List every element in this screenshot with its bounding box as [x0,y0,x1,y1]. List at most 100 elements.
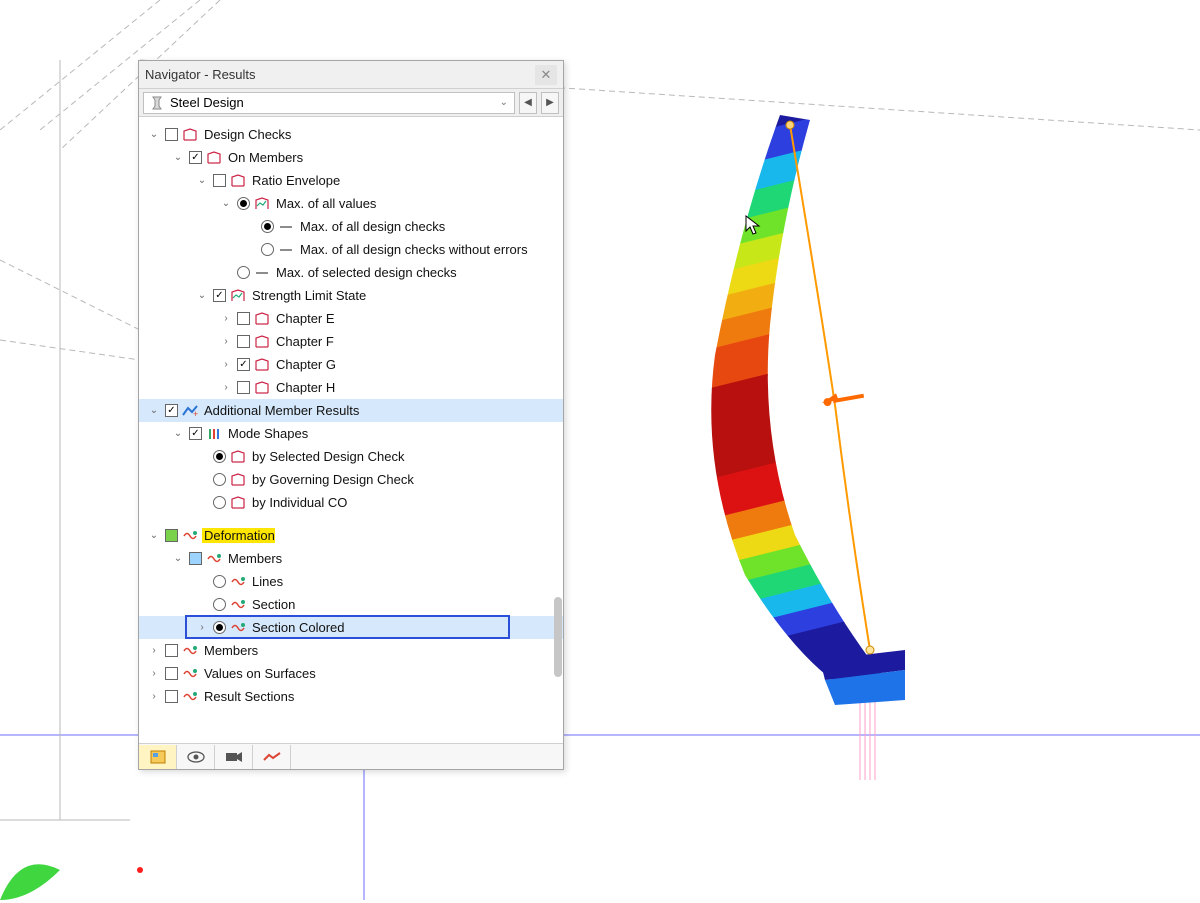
tree-row[interactable]: ⌄Mode Shapes [139,422,563,445]
radio[interactable] [213,598,226,611]
nav-prev[interactable]: ◀ [519,92,537,114]
row-label: Deformation [202,528,275,543]
row-label: Members [202,643,258,658]
checkbox[interactable] [237,381,250,394]
row-icon [206,151,222,165]
expand-chevron[interactable]: ⌄ [195,175,209,186]
row-label: Chapter F [274,334,334,349]
tree-row[interactable]: ⌄ Members [139,547,563,570]
tree-row[interactable]: ⌄On Members [139,146,563,169]
tab-view[interactable] [177,745,215,769]
expand-chevron[interactable]: ⌄ [219,198,233,209]
expand-chevron[interactable]: ⌄ [195,290,209,301]
expand-chevron[interactable]: ⌄ [147,405,161,416]
checkbox[interactable] [189,552,202,565]
tab-results[interactable] [253,745,291,769]
checkbox[interactable] [237,335,250,348]
expand-chevron[interactable]: ⌄ [171,428,185,439]
tree-view[interactable]: ⌄Design Checks⌄On Members⌄Ratio Envelope… [139,117,563,743]
tree-row[interactable]: ⌄Design Checks [139,123,563,146]
tree-row[interactable]: ⌄Strength Limit State [139,284,563,307]
radio[interactable] [261,243,274,256]
tree-row[interactable]: ›Chapter G [139,353,563,376]
expand-chevron[interactable]: › [219,336,233,347]
row-label: Members [226,551,282,566]
tree-row[interactable]: by Individual CO [139,491,563,514]
row-icon [182,529,198,543]
panel-titlebar[interactable]: Navigator - Results ✕ [139,61,563,89]
expand-chevron[interactable]: › [219,313,233,324]
expand-chevron[interactable]: › [195,622,209,633]
checkbox[interactable] [189,151,202,164]
row-label: by Individual CO [250,495,347,510]
checkbox[interactable] [213,289,226,302]
scrollbar[interactable] [554,597,562,677]
tree-row[interactable]: ›Values on Surfaces [139,662,563,685]
checkbox[interactable] [237,358,250,371]
tree-row[interactable]: ⌄Ratio Envelope [139,169,563,192]
tab-display[interactable] [139,745,177,769]
row-icon [254,266,270,280]
radio[interactable] [213,473,226,486]
tree-row[interactable]: › Chapter H [139,376,563,399]
radio[interactable] [213,575,226,588]
checkbox[interactable] [165,128,178,141]
expand-chevron[interactable]: ⌄ [171,152,185,163]
row-icon [230,598,246,612]
row-label: Result Sections [202,689,294,704]
radio[interactable] [213,496,226,509]
expand-chevron[interactable]: › [219,359,233,370]
close-button[interactable]: ✕ [535,65,557,85]
nav-next[interactable]: ▶ [541,92,559,114]
row-label: by Selected Design Check [250,449,404,464]
radio[interactable] [237,197,250,210]
tree-row[interactable]: › Chapter F [139,330,563,353]
tree-row[interactable]: Max. of selected design checks [139,261,563,284]
tree-row[interactable]: Section [139,593,563,616]
tree-row[interactable]: ⌄ Max. of all values [139,192,563,215]
radio[interactable] [237,266,250,279]
row-label: Max. of all design checks [298,219,445,234]
checkbox[interactable] [165,644,178,657]
radio[interactable] [261,220,274,233]
radio[interactable] [213,450,226,463]
chevron-down-icon: ⌄ [500,97,508,108]
expand-chevron[interactable]: › [147,691,161,702]
expand-chevron[interactable]: ⌄ [147,129,161,140]
row-icon [182,644,198,658]
tree-row[interactable]: ⌄+Additional Member Results [139,399,563,422]
bottom-tabs [139,743,563,769]
tree-row[interactable]: by Governing Design Check [139,468,563,491]
expand-chevron[interactable]: › [147,645,161,656]
tree-row[interactable]: by Selected Design Check [139,445,563,468]
checkbox[interactable] [189,427,202,440]
expand-chevron[interactable]: ⌄ [171,553,185,564]
tree-row[interactable]: ⌄ Deformation [139,524,563,547]
checkbox[interactable] [165,667,178,680]
tree-row[interactable]: Max. of all design checks without errors [139,238,563,261]
expand-chevron[interactable]: ⌄ [147,530,161,541]
row-label: Max. of all values [274,196,376,211]
tree-row[interactable]: ›Section Colored [139,616,563,639]
row-icon [182,690,198,704]
tab-camera[interactable] [215,745,253,769]
navigator-panel: Navigator - Results ✕ Steel Design ⌄ ◀ ▶… [138,60,564,770]
checkbox[interactable] [165,690,178,703]
row-icon [230,289,246,303]
tree-row[interactable]: › Members [139,639,563,662]
expand-chevron[interactable]: › [219,382,233,393]
radio[interactable] [213,621,226,634]
checkbox[interactable] [237,312,250,325]
row-icon [278,243,294,257]
analysis-selector[interactable]: Steel Design ⌄ [143,92,515,114]
tree-row[interactable]: › Result Sections [139,685,563,708]
expand-chevron[interactable]: › [147,668,161,679]
checkbox[interactable] [165,404,178,417]
row-icon [206,552,222,566]
tree-row[interactable]: Max. of all design checks [139,215,563,238]
tree-row[interactable]: ›Chapter E [139,307,563,330]
checkbox[interactable] [165,529,178,542]
row-label: Chapter H [274,380,335,395]
tree-row[interactable]: Lines [139,570,563,593]
checkbox[interactable] [213,174,226,187]
